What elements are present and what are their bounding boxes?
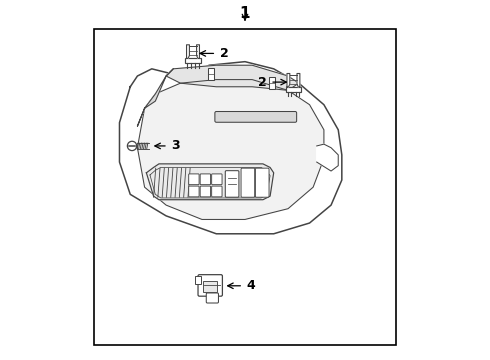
FancyBboxPatch shape	[200, 174, 211, 185]
Polygon shape	[196, 45, 199, 58]
Circle shape	[127, 141, 137, 150]
Polygon shape	[187, 45, 190, 58]
Bar	[195, 276, 200, 284]
Polygon shape	[147, 164, 274, 200]
Polygon shape	[120, 62, 342, 234]
FancyBboxPatch shape	[241, 168, 255, 197]
FancyBboxPatch shape	[225, 171, 239, 197]
FancyBboxPatch shape	[212, 186, 222, 197]
Polygon shape	[297, 73, 300, 87]
FancyBboxPatch shape	[189, 174, 199, 185]
Bar	[95, 30, 395, 345]
FancyBboxPatch shape	[189, 186, 199, 197]
FancyBboxPatch shape	[255, 168, 269, 197]
Polygon shape	[137, 80, 324, 220]
FancyBboxPatch shape	[212, 174, 222, 185]
Text: 4: 4	[247, 279, 256, 292]
Polygon shape	[137, 69, 173, 126]
Text: 2: 2	[220, 47, 229, 60]
Polygon shape	[317, 144, 338, 171]
FancyBboxPatch shape	[215, 112, 296, 122]
FancyBboxPatch shape	[206, 293, 219, 303]
Bar	[185, 58, 201, 63]
FancyBboxPatch shape	[200, 186, 211, 197]
Bar	[203, 281, 218, 292]
Text: 3: 3	[172, 139, 180, 152]
FancyBboxPatch shape	[198, 275, 222, 296]
Bar	[208, 68, 214, 80]
Polygon shape	[287, 73, 290, 87]
Polygon shape	[166, 65, 299, 90]
Text: 1: 1	[240, 6, 250, 21]
Text: 2: 2	[258, 76, 267, 89]
Bar	[286, 87, 301, 92]
Bar	[269, 77, 275, 89]
